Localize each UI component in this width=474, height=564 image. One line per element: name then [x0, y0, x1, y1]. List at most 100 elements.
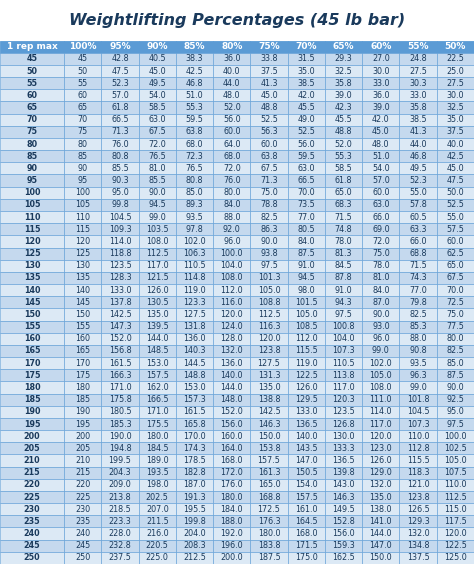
Bar	[139, 333, 176, 345]
Bar	[176, 41, 213, 53]
Bar	[437, 77, 474, 89]
Bar	[325, 552, 362, 564]
Bar	[139, 381, 176, 394]
Bar	[250, 199, 288, 211]
Bar	[0, 259, 64, 272]
Text: 71.5: 71.5	[409, 261, 427, 270]
Bar	[139, 223, 176, 235]
Text: 55.0: 55.0	[447, 213, 464, 222]
Bar	[325, 394, 362, 406]
Bar	[400, 113, 437, 126]
Bar	[176, 126, 213, 138]
Text: 75%: 75%	[258, 42, 280, 51]
Text: 123.0: 123.0	[370, 444, 392, 453]
Text: 66.5: 66.5	[298, 176, 315, 185]
Bar	[250, 394, 288, 406]
Text: 95.0: 95.0	[111, 188, 129, 197]
Bar	[362, 235, 400, 248]
Bar	[325, 248, 362, 259]
Bar	[0, 320, 64, 333]
Bar	[362, 406, 400, 418]
Text: 55%: 55%	[407, 42, 429, 51]
Bar	[176, 102, 213, 113]
Text: 87.8: 87.8	[335, 274, 352, 283]
Text: 67.5: 67.5	[260, 164, 278, 173]
Text: 166.5: 166.5	[146, 395, 169, 404]
Bar	[0, 53, 64, 65]
Bar	[362, 138, 400, 150]
Text: 65.0: 65.0	[335, 188, 352, 197]
Bar	[400, 41, 437, 53]
Bar	[400, 259, 437, 272]
Bar	[288, 345, 325, 357]
Text: 105: 105	[24, 200, 40, 209]
Bar	[139, 515, 176, 527]
Text: 245: 245	[75, 541, 91, 550]
Bar	[288, 102, 325, 113]
Bar	[437, 515, 474, 527]
Text: 185: 185	[24, 395, 40, 404]
Bar	[325, 515, 362, 527]
Text: 96.0: 96.0	[372, 334, 390, 343]
Text: 140.0: 140.0	[295, 431, 318, 440]
Text: 90.0: 90.0	[148, 188, 166, 197]
Bar	[325, 259, 362, 272]
Text: 154.0: 154.0	[295, 481, 318, 490]
Text: 79.8: 79.8	[409, 298, 427, 307]
Text: 185: 185	[75, 395, 91, 404]
Bar	[0, 174, 64, 187]
Text: 131.8: 131.8	[183, 322, 206, 331]
Bar	[213, 296, 250, 309]
Text: 145: 145	[75, 298, 91, 307]
Bar	[64, 466, 101, 479]
Bar	[0, 41, 64, 53]
Text: 106.3: 106.3	[183, 249, 206, 258]
Bar	[250, 138, 288, 150]
Bar	[139, 162, 176, 174]
Text: 107.3: 107.3	[407, 420, 429, 429]
Bar	[64, 320, 101, 333]
Bar	[437, 296, 474, 309]
Text: 119.0: 119.0	[295, 359, 318, 368]
Text: 136.5: 136.5	[332, 456, 355, 465]
Text: 85%: 85%	[184, 42, 205, 51]
Bar	[250, 333, 288, 345]
Bar	[400, 53, 437, 65]
Text: 161.3: 161.3	[258, 468, 280, 477]
Text: 59.5: 59.5	[186, 115, 203, 124]
Bar	[139, 53, 176, 65]
Bar	[400, 211, 437, 223]
Bar	[0, 113, 64, 126]
Text: 60: 60	[27, 91, 37, 100]
Bar	[64, 491, 101, 503]
Bar	[250, 527, 288, 540]
Text: 195.5: 195.5	[183, 505, 206, 514]
Text: 117.0: 117.0	[332, 383, 355, 392]
Bar	[64, 138, 101, 150]
Bar	[101, 113, 139, 126]
Text: 46.8: 46.8	[410, 152, 427, 161]
Text: 85.5: 85.5	[148, 176, 166, 185]
Bar	[400, 284, 437, 296]
Bar	[437, 540, 474, 552]
Bar	[362, 211, 400, 223]
Bar	[176, 187, 213, 199]
Text: 30.0: 30.0	[372, 67, 390, 76]
Text: 35.0: 35.0	[298, 67, 315, 76]
Bar	[250, 442, 288, 455]
Text: 215: 215	[75, 468, 91, 477]
Text: 152.0: 152.0	[109, 334, 131, 343]
Bar	[400, 126, 437, 138]
Text: 90.0: 90.0	[260, 237, 278, 246]
Bar	[400, 381, 437, 394]
Bar	[250, 89, 288, 102]
Text: 180.5: 180.5	[109, 407, 131, 416]
Bar	[288, 138, 325, 150]
Bar	[437, 211, 474, 223]
Text: 136.0: 136.0	[183, 334, 206, 343]
Bar	[64, 77, 101, 89]
Bar	[325, 455, 362, 466]
Bar	[0, 296, 64, 309]
Bar	[400, 187, 437, 199]
Text: 187.5: 187.5	[258, 553, 281, 562]
